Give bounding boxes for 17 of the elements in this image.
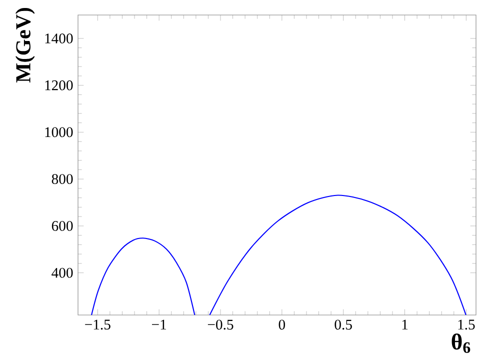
- x-tick-label: 1: [402, 320, 408, 330]
- x-tick-label: 1.5: [458, 320, 475, 330]
- y-axis-title: M(GeV): [15, 8, 35, 82]
- y-tick-label: 800: [52, 174, 73, 184]
- text: θ$_{6}$: [452, 333, 470, 353]
- x-tick-label: −1.5: [85, 320, 110, 330]
- x-tick-label: −1: [152, 320, 166, 330]
- y-tick-label: 400: [52, 268, 73, 278]
- y-tick-label: 1200: [45, 80, 73, 90]
- x-tick-label: 0: [278, 320, 286, 330]
- line-series: [209, 194, 466, 315]
- line-series: [90, 237, 196, 315]
- x-tick-label: −0.5: [208, 320, 234, 330]
- y-tick-label: 600: [52, 220, 73, 231]
- y-tick-label: 1000: [45, 127, 73, 137]
- x-tick-label: 0.5: [334, 320, 352, 330]
- y-tick-label: 1400: [45, 33, 73, 44]
